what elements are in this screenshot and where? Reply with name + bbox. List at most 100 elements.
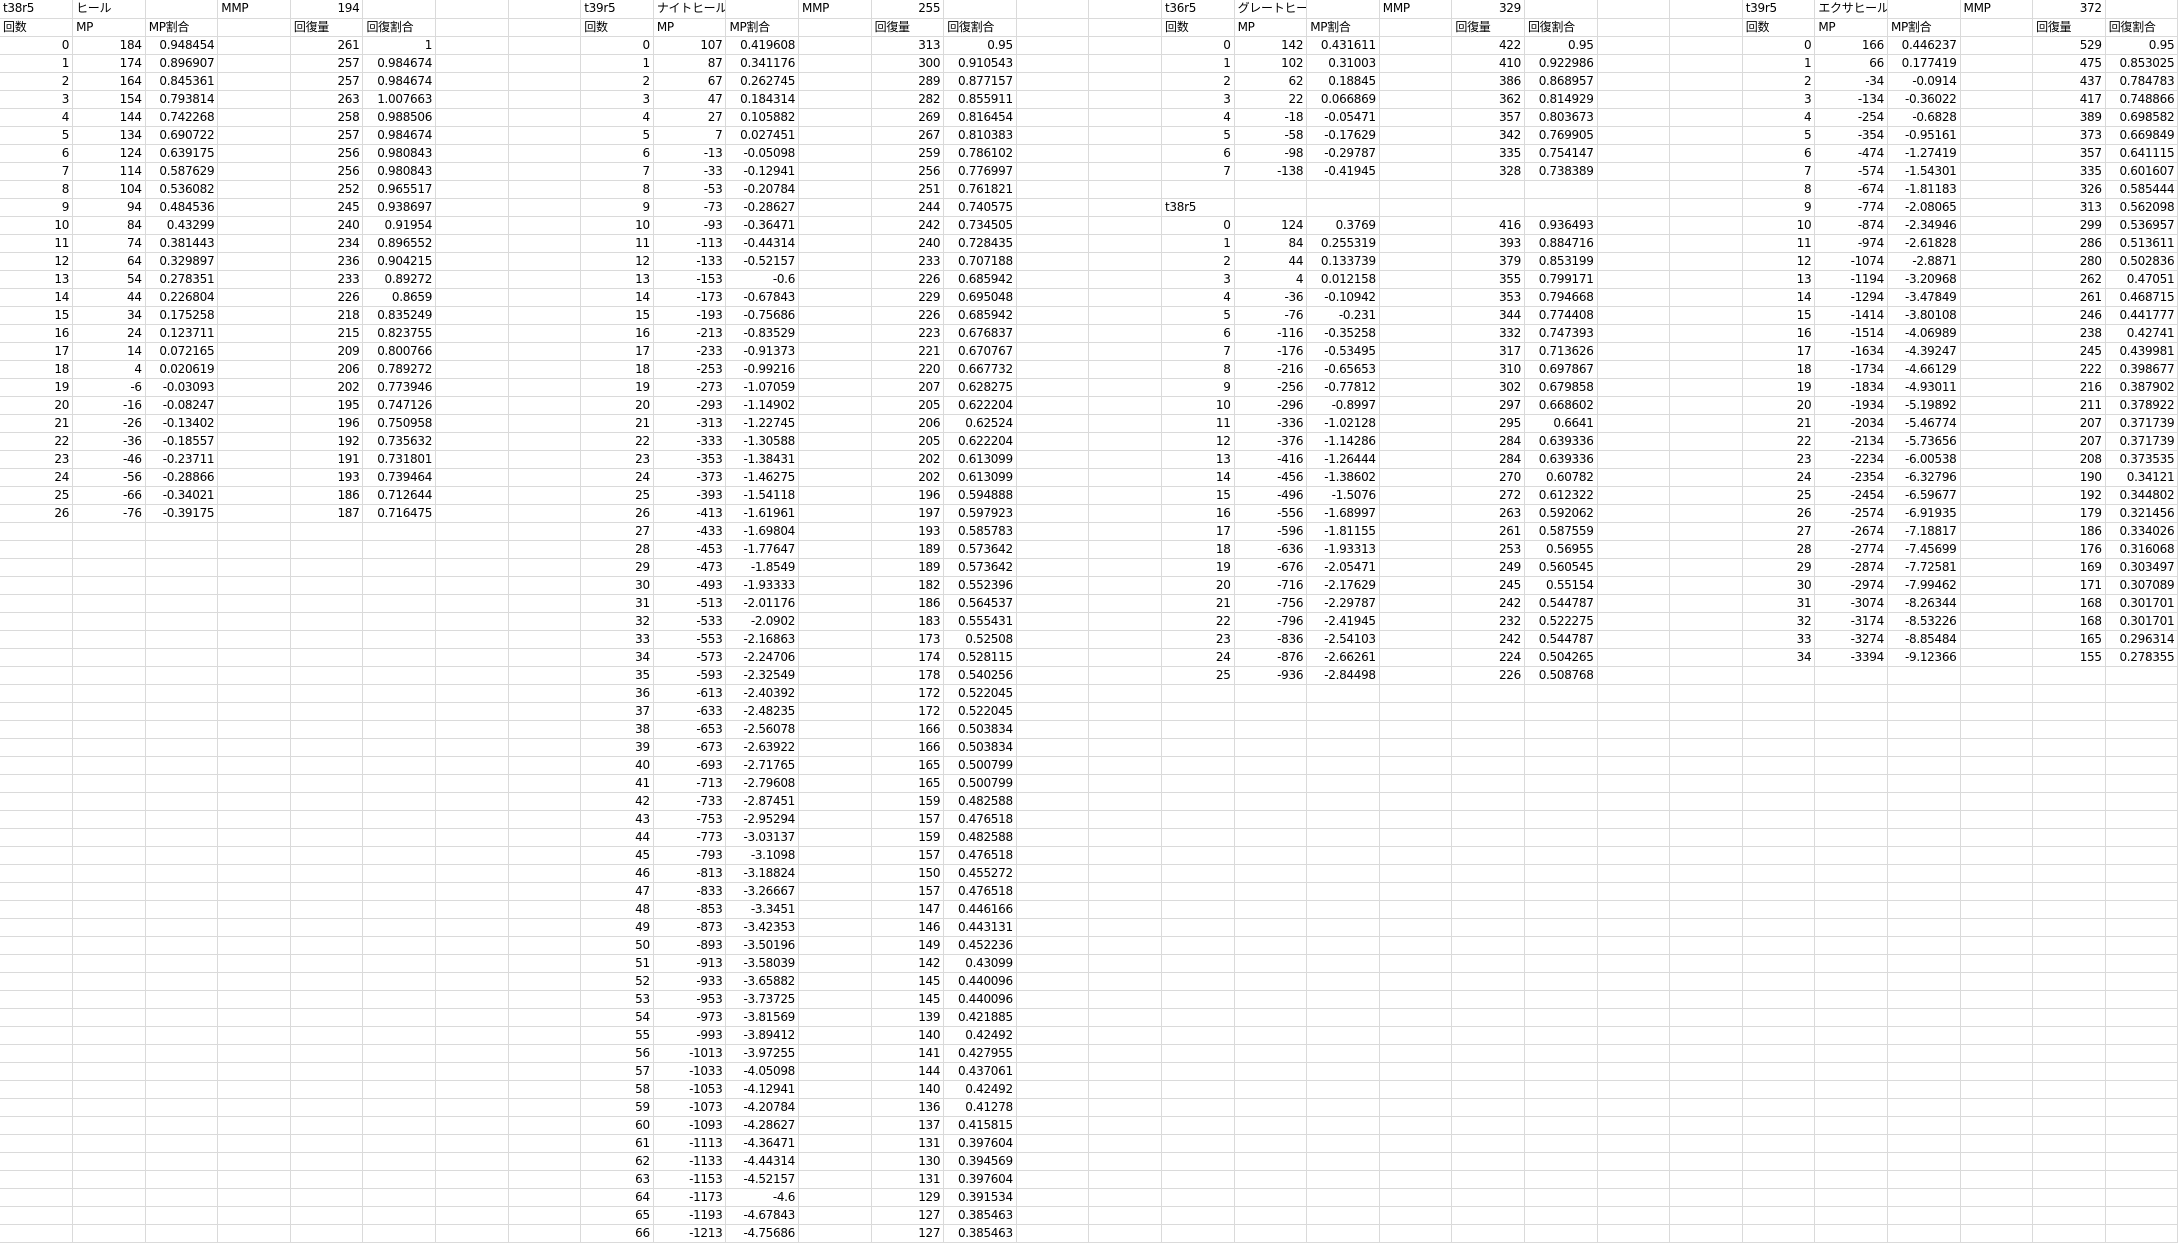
cell[interactable] bbox=[1524, 684, 1598, 703]
mp-ratio-cell[interactable]: -5.73656 bbox=[1887, 432, 1961, 451]
count-cell[interactable]: 15 bbox=[580, 306, 654, 325]
cell[interactable] bbox=[508, 522, 582, 541]
heal-ratio-cell[interactable]: 0.440096 bbox=[943, 990, 1017, 1009]
mp-cell[interactable]: -116 bbox=[1234, 324, 1308, 343]
cell[interactable] bbox=[217, 720, 291, 739]
mp-cell[interactable]: -6 bbox=[72, 378, 146, 397]
mp-ratio-cell[interactable]: -2.34946 bbox=[1887, 216, 1961, 235]
cell[interactable] bbox=[1451, 684, 1525, 703]
cell[interactable] bbox=[1451, 1206, 1525, 1225]
cell[interactable] bbox=[1960, 54, 2034, 73]
heal-amount-cell[interactable]: 249 bbox=[1451, 558, 1525, 577]
cell[interactable] bbox=[1597, 936, 1671, 955]
count-cell[interactable]: 34 bbox=[580, 648, 654, 667]
cell[interactable] bbox=[798, 270, 872, 289]
cell[interactable] bbox=[1016, 216, 1090, 235]
cell[interactable] bbox=[1597, 18, 1671, 37]
mp-ratio-cell[interactable]: -4.93011 bbox=[1887, 378, 1961, 397]
heal-ratio-cell[interactable]: 0.712644 bbox=[362, 486, 437, 505]
cell[interactable] bbox=[217, 630, 291, 649]
cell[interactable] bbox=[1016, 72, 1090, 91]
mp-ratio-cell[interactable]: -0.03093 bbox=[145, 378, 219, 397]
cell[interactable] bbox=[217, 54, 291, 73]
cell[interactable] bbox=[290, 756, 364, 775]
cell[interactable] bbox=[798, 558, 872, 577]
heal-ratio-cell[interactable]: 0.344802 bbox=[2105, 486, 2178, 505]
cell[interactable] bbox=[1742, 720, 1816, 739]
cell[interactable] bbox=[1597, 918, 1671, 937]
cell[interactable] bbox=[1016, 612, 1090, 631]
cell[interactable] bbox=[1742, 1062, 1816, 1081]
count-cell[interactable]: 4 bbox=[1161, 108, 1235, 127]
cell[interactable] bbox=[72, 1224, 146, 1243]
heal-ratio-cell[interactable]: 0.397604 bbox=[943, 1170, 1017, 1189]
mp-cell[interactable]: -153 bbox=[653, 270, 727, 289]
cell[interactable] bbox=[1669, 900, 1743, 919]
cell[interactable] bbox=[2032, 666, 2106, 685]
cell[interactable] bbox=[145, 630, 219, 649]
cell[interactable] bbox=[1016, 540, 1090, 559]
count-cell[interactable]: 10 bbox=[580, 216, 654, 235]
mp-cell[interactable]: -2574 bbox=[1814, 504, 1888, 523]
cell[interactable] bbox=[1016, 342, 1090, 361]
cell[interactable] bbox=[217, 270, 291, 289]
mp-cell[interactable]: -633 bbox=[653, 702, 727, 721]
cell[interactable] bbox=[1742, 702, 1816, 721]
mp-cell[interactable]: 87 bbox=[653, 54, 727, 73]
heal-ratio-cell[interactable]: 0.776997 bbox=[943, 162, 1017, 181]
cell[interactable] bbox=[362, 630, 437, 649]
mp-cell[interactable]: 54 bbox=[72, 270, 146, 289]
cell[interactable] bbox=[1814, 882, 1888, 901]
cell[interactable] bbox=[290, 1044, 364, 1063]
heal-ratio-cell[interactable]: 0.738389 bbox=[1524, 162, 1598, 181]
cell[interactable] bbox=[1887, 1188, 1961, 1207]
cell[interactable] bbox=[1088, 1098, 1162, 1117]
mp-cell[interactable]: -138 bbox=[1234, 162, 1308, 181]
cell[interactable] bbox=[72, 1206, 146, 1225]
cell[interactable] bbox=[1960, 900, 2034, 919]
heal-ratio-cell[interactable]: 0.896552 bbox=[362, 234, 437, 253]
mp-ratio-cell[interactable]: -0.08247 bbox=[145, 396, 219, 415]
cell[interactable] bbox=[1960, 522, 2034, 541]
cell[interactable] bbox=[2105, 1062, 2178, 1081]
mp-cell[interactable]: -493 bbox=[653, 576, 727, 595]
heal-amount-cell[interactable]: 357 bbox=[2032, 144, 2106, 163]
cell[interactable] bbox=[435, 360, 509, 379]
cell[interactable] bbox=[1814, 756, 1888, 775]
cell[interactable] bbox=[1088, 882, 1162, 901]
cell[interactable] bbox=[1669, 576, 1743, 595]
cell[interactable] bbox=[1016, 846, 1090, 865]
mp-cell[interactable]: -76 bbox=[72, 504, 146, 523]
cell[interactable] bbox=[1742, 846, 1816, 865]
heal-amount-cell[interactable]: 139 bbox=[871, 1008, 945, 1027]
cell[interactable] bbox=[72, 1152, 146, 1171]
mp-ratio-cell[interactable]: -4.20784 bbox=[725, 1098, 800, 1117]
cell[interactable] bbox=[1088, 522, 1162, 541]
heal-ratio-cell[interactable]: 0.613099 bbox=[943, 450, 1017, 469]
count-cell[interactable]: 57 bbox=[580, 1062, 654, 1081]
cell[interactable] bbox=[1088, 108, 1162, 127]
mp-ratio-cell[interactable]: -1.14902 bbox=[725, 396, 800, 415]
heal-amount-cell[interactable]: 140 bbox=[871, 1080, 945, 1099]
heal-ratio-cell[interactable]: 0.980843 bbox=[362, 162, 437, 181]
cell[interactable] bbox=[2032, 882, 2106, 901]
count-cell[interactable]: 44 bbox=[580, 828, 654, 847]
cell[interactable] bbox=[1451, 1026, 1525, 1045]
cell[interactable] bbox=[1088, 126, 1162, 145]
cell[interactable] bbox=[508, 396, 582, 415]
cell[interactable] bbox=[362, 1224, 437, 1243]
column-header[interactable]: 回復量 bbox=[1451, 18, 1525, 37]
cell[interactable] bbox=[1960, 684, 2034, 703]
mp-cell[interactable]: -793 bbox=[653, 846, 727, 865]
heal-ratio-cell[interactable]: 0.670767 bbox=[943, 342, 1017, 361]
cell[interactable] bbox=[508, 1008, 582, 1027]
cell[interactable] bbox=[1016, 18, 1090, 37]
cell[interactable] bbox=[508, 1098, 582, 1117]
cell[interactable] bbox=[1234, 882, 1308, 901]
count-cell[interactable]: 7 bbox=[1161, 342, 1235, 361]
cell[interactable] bbox=[290, 630, 364, 649]
heal-ratio-cell[interactable]: 0.513611 bbox=[2105, 234, 2178, 253]
count-cell[interactable]: 18 bbox=[580, 360, 654, 379]
cell[interactable] bbox=[508, 864, 582, 883]
mp-cell[interactable]: -1013 bbox=[653, 1044, 727, 1063]
